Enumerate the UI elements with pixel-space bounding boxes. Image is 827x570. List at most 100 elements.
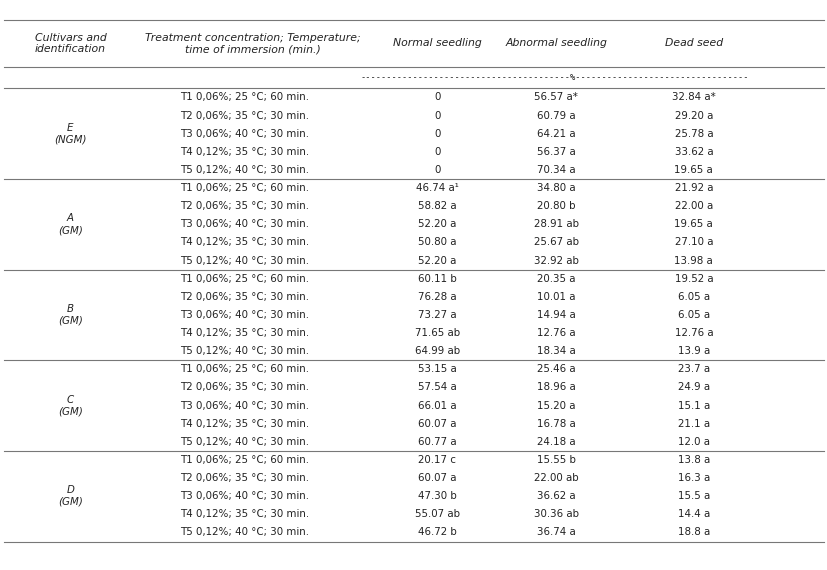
- Text: 12.0 a: 12.0 a: [677, 437, 709, 447]
- Text: 53.15 a: 53.15 a: [418, 364, 456, 374]
- Text: 56.37 a: 56.37 a: [537, 147, 575, 157]
- Text: 32.84 a*: 32.84 a*: [672, 92, 715, 103]
- Text: 25.46 a: 25.46 a: [537, 364, 575, 374]
- Text: 0: 0: [433, 129, 440, 139]
- Text: 70.34 a: 70.34 a: [537, 165, 575, 175]
- Text: T1 0,06%; 25 °C; 60 min.: T1 0,06%; 25 °C; 60 min.: [179, 274, 308, 284]
- Text: 66.01 a: 66.01 a: [418, 401, 456, 410]
- Text: Treatment concentration; Temperature;
time of immersion (min.): Treatment concentration; Temperature; ti…: [145, 32, 360, 54]
- Text: 58.82 a: 58.82 a: [418, 201, 456, 211]
- Text: 33.62 a: 33.62 a: [674, 147, 712, 157]
- Text: 24.9 a: 24.9 a: [677, 382, 709, 392]
- Text: T1 0,06%; 25 °C; 60 min.: T1 0,06%; 25 °C; 60 min.: [179, 455, 308, 465]
- Text: 16.3 a: 16.3 a: [677, 473, 709, 483]
- Text: 52.20 a: 52.20 a: [418, 255, 456, 266]
- Text: 36.62 a: 36.62 a: [537, 491, 575, 501]
- Text: 46.72 b: 46.72 b: [418, 527, 456, 538]
- Text: 60.07 a: 60.07 a: [418, 419, 456, 429]
- Text: 21.92 a: 21.92 a: [674, 183, 712, 193]
- Text: 15.20 a: 15.20 a: [537, 401, 575, 410]
- Text: 47.30 b: 47.30 b: [418, 491, 456, 501]
- Text: T2 0,06%; 35 °C; 30 min.: T2 0,06%; 35 °C; 30 min.: [179, 111, 308, 120]
- Text: T1 0,06%; 25 °C; 60 min.: T1 0,06%; 25 °C; 60 min.: [179, 183, 308, 193]
- Text: T3 0,06%; 40 °C; 30 min.: T3 0,06%; 40 °C; 30 min.: [179, 401, 308, 410]
- Text: 28.91 ab: 28.91 ab: [533, 219, 578, 229]
- Text: T2 0,06%; 35 °C; 30 min.: T2 0,06%; 35 °C; 30 min.: [179, 382, 308, 392]
- Text: 0: 0: [433, 92, 440, 103]
- Text: 25.67 ab: 25.67 ab: [533, 238, 578, 247]
- Text: T4 0,12%; 35 °C; 30 min.: T4 0,12%; 35 °C; 30 min.: [179, 510, 308, 519]
- Text: 18.96 a: 18.96 a: [537, 382, 575, 392]
- Text: 60.11 b: 60.11 b: [418, 274, 456, 284]
- Text: 71.65 ab: 71.65 ab: [414, 328, 459, 338]
- Text: 50.80 a: 50.80 a: [418, 238, 456, 247]
- Text: 10.01 a: 10.01 a: [537, 292, 575, 302]
- Text: T5 0,12%; 40 °C; 30 min.: T5 0,12%; 40 °C; 30 min.: [179, 346, 308, 356]
- Text: 13.98 a: 13.98 a: [674, 255, 712, 266]
- Text: Abnormal seedling: Abnormal seedling: [504, 38, 607, 48]
- Text: 20.17 c: 20.17 c: [418, 455, 456, 465]
- Text: 76.28 a: 76.28 a: [418, 292, 456, 302]
- Text: T2 0,06%; 35 °C; 30 min.: T2 0,06%; 35 °C; 30 min.: [179, 201, 308, 211]
- Text: 22.00 ab: 22.00 ab: [533, 473, 578, 483]
- Text: T4 0,12%; 35 °C; 30 min.: T4 0,12%; 35 °C; 30 min.: [179, 419, 308, 429]
- Text: T3 0,06%; 40 °C; 30 min.: T3 0,06%; 40 °C; 30 min.: [179, 310, 308, 320]
- Text: 20.35 a: 20.35 a: [537, 274, 575, 284]
- Text: 16.78 a: 16.78 a: [537, 419, 575, 429]
- Text: Normal seedling: Normal seedling: [392, 38, 481, 48]
- Text: E
(NGM): E (NGM): [54, 123, 87, 144]
- Text: 24.18 a: 24.18 a: [537, 437, 575, 447]
- Text: 19.65 a: 19.65 a: [674, 165, 712, 175]
- Text: T3 0,06%; 40 °C; 30 min.: T3 0,06%; 40 °C; 30 min.: [179, 129, 308, 139]
- Text: 73.27 a: 73.27 a: [418, 310, 456, 320]
- Text: ----------------------------------------%---------------------------------: ----------------------------------------…: [360, 73, 748, 82]
- Text: 14.94 a: 14.94 a: [537, 310, 575, 320]
- Text: 22.00 a: 22.00 a: [674, 201, 712, 211]
- Text: 13.8 a: 13.8 a: [677, 455, 709, 465]
- Text: T3 0,06%; 40 °C; 30 min.: T3 0,06%; 40 °C; 30 min.: [179, 491, 308, 501]
- Text: 60.79 a: 60.79 a: [537, 111, 575, 120]
- Text: Cultivars and
identification: Cultivars and identification: [35, 32, 106, 54]
- Text: 36.74 a: 36.74 a: [537, 527, 575, 538]
- Text: 27.10 a: 27.10 a: [674, 238, 712, 247]
- Text: 30.36 ab: 30.36 ab: [533, 510, 578, 519]
- Text: T1 0,06%; 25 °C; 60 min.: T1 0,06%; 25 °C; 60 min.: [179, 92, 308, 103]
- Text: T2 0,06%; 35 °C; 30 min.: T2 0,06%; 35 °C; 30 min.: [179, 292, 308, 302]
- Text: A
(GM): A (GM): [58, 214, 83, 235]
- Text: 55.07 ab: 55.07 ab: [414, 510, 459, 519]
- Text: 15.55 b: 15.55 b: [537, 455, 575, 465]
- Text: 12.76 a: 12.76 a: [537, 328, 575, 338]
- Text: 0: 0: [433, 111, 440, 120]
- Text: B
(GM): B (GM): [58, 304, 83, 325]
- Text: 15.1 a: 15.1 a: [677, 401, 709, 410]
- Text: T4 0,12%; 35 °C; 30 min.: T4 0,12%; 35 °C; 30 min.: [179, 238, 308, 247]
- Text: 21.1 a: 21.1 a: [677, 419, 709, 429]
- Text: 15.5 a: 15.5 a: [677, 491, 709, 501]
- Text: 18.8 a: 18.8 a: [677, 527, 709, 538]
- Text: 13.9 a: 13.9 a: [677, 346, 709, 356]
- Text: 19.52 a: 19.52 a: [674, 274, 712, 284]
- Text: 12.76 a: 12.76 a: [674, 328, 712, 338]
- Text: 46.74 a¹: 46.74 a¹: [415, 183, 458, 193]
- Text: 64.21 a: 64.21 a: [537, 129, 575, 139]
- Text: T4 0,12%; 35 °C; 30 min.: T4 0,12%; 35 °C; 30 min.: [179, 147, 308, 157]
- Text: 60.07 a: 60.07 a: [418, 473, 456, 483]
- Text: 56.57 a*: 56.57 a*: [534, 92, 577, 103]
- Text: T3 0,06%; 40 °C; 30 min.: T3 0,06%; 40 °C; 30 min.: [179, 219, 308, 229]
- Text: 23.7 a: 23.7 a: [677, 364, 709, 374]
- Text: 6.05 a: 6.05 a: [677, 292, 709, 302]
- Text: 0: 0: [433, 165, 440, 175]
- Text: 60.77 a: 60.77 a: [418, 437, 456, 447]
- Text: 20.80 b: 20.80 b: [537, 201, 575, 211]
- Text: 19.65 a: 19.65 a: [674, 219, 712, 229]
- Text: T5 0,12%; 40 °C; 30 min.: T5 0,12%; 40 °C; 30 min.: [179, 437, 308, 447]
- Text: 0: 0: [433, 147, 440, 157]
- Text: 32.92 ab: 32.92 ab: [533, 255, 578, 266]
- Text: T4 0,12%; 35 °C; 30 min.: T4 0,12%; 35 °C; 30 min.: [179, 328, 308, 338]
- Text: 6.05 a: 6.05 a: [677, 310, 709, 320]
- Text: 29.20 a: 29.20 a: [674, 111, 712, 120]
- Text: T5 0,12%; 40 °C; 30 min.: T5 0,12%; 40 °C; 30 min.: [179, 255, 308, 266]
- Text: T1 0,06%; 25 °C; 60 min.: T1 0,06%; 25 °C; 60 min.: [179, 364, 308, 374]
- Text: D
(GM): D (GM): [58, 486, 83, 507]
- Text: C
(GM): C (GM): [58, 395, 83, 416]
